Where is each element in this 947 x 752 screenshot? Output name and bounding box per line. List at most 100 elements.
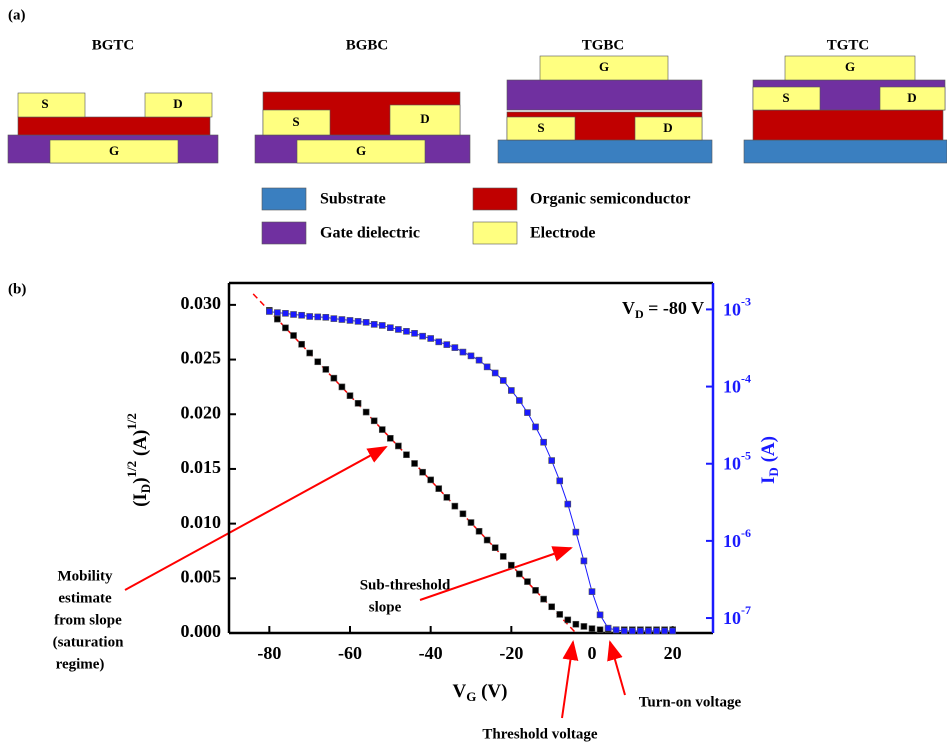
- y-tick-label: 0.000: [181, 621, 222, 641]
- data-point: [500, 377, 506, 383]
- data-point: [315, 359, 321, 365]
- data-point: [444, 494, 450, 500]
- layer-label: D: [173, 96, 182, 111]
- legend-label: Organic semiconductor: [530, 191, 690, 208]
- data-point: [266, 308, 272, 314]
- data-point: [412, 460, 418, 466]
- data-point: [452, 345, 458, 351]
- data-point: [476, 528, 482, 534]
- data-point: [549, 458, 555, 464]
- data-point: [533, 424, 539, 430]
- data-point: [460, 349, 466, 355]
- data-point: [662, 628, 668, 634]
- data-point: [323, 366, 329, 372]
- y2-tick-exponent: -3: [741, 294, 751, 308]
- data-point: [573, 529, 579, 535]
- data-point: [331, 375, 337, 381]
- data-point: [436, 486, 442, 492]
- arrow: [420, 548, 571, 600]
- legend-label: Gate dielectric: [320, 225, 420, 242]
- panel-label: (b): [8, 281, 26, 297]
- data-point: [291, 333, 297, 339]
- data-point: [371, 321, 377, 327]
- y2-tick-label: 10-6: [723, 526, 751, 551]
- data-point: [557, 478, 563, 484]
- data-point: [299, 341, 305, 347]
- data-point: [549, 604, 555, 610]
- data-point: [331, 316, 337, 322]
- data-point: [621, 628, 627, 634]
- data-point: [291, 311, 297, 317]
- structure-tgtc: TGTC G S D: [744, 37, 947, 163]
- data-point: [307, 350, 313, 356]
- data-point: [581, 623, 587, 629]
- annotation: VD = -80 V: [622, 298, 704, 321]
- data-point: [565, 617, 571, 623]
- structure-bgbc: BGBC S D G: [255, 37, 470, 163]
- data-point: [452, 503, 458, 509]
- data-point: [533, 587, 539, 593]
- data-point: [307, 313, 313, 319]
- x-tick-label: 0: [588, 643, 597, 663]
- legend: Substrate Gate dielectric Organic semico…: [262, 188, 690, 244]
- data-point: [541, 439, 547, 445]
- data-point: [541, 596, 547, 602]
- data-point: [637, 628, 643, 634]
- data-point: [403, 452, 409, 458]
- y-tick-label: 0.030: [181, 293, 222, 313]
- data-point: [565, 501, 571, 507]
- data-point: [613, 627, 619, 633]
- data-point: [371, 418, 377, 424]
- data-point: [516, 571, 522, 577]
- structure-title: BGBC: [346, 37, 389, 53]
- data-point: [629, 628, 635, 634]
- structure-bgtc: BGTC S D G: [8, 37, 218, 163]
- data-point: [508, 562, 514, 568]
- y2-tick-base: 10: [723, 531, 741, 551]
- data-point: [363, 409, 369, 415]
- y-tick-label: 0.005: [181, 566, 222, 586]
- data-point: [484, 537, 490, 543]
- data-point: [428, 335, 434, 341]
- data-point: [444, 342, 450, 348]
- data-point: [355, 400, 361, 406]
- structure-title: TGBC: [582, 37, 625, 53]
- data-point: [573, 621, 579, 627]
- layer-label: D: [663, 120, 672, 135]
- data-point: [274, 310, 280, 316]
- layer-label: S: [537, 120, 544, 135]
- y-axis-label: (ID)1/2 (A)1/2: [124, 413, 153, 507]
- data-point: [500, 553, 506, 559]
- y2-tick-base: 10: [723, 300, 741, 320]
- annotation: Turn-on voltage: [639, 694, 742, 710]
- layer-label: G: [845, 59, 855, 74]
- data-point: [363, 319, 369, 325]
- y2-tick-label: 10-4: [723, 371, 751, 396]
- data-point: [387, 435, 393, 441]
- legend-label: Substrate: [320, 191, 386, 208]
- data-point: [468, 520, 474, 526]
- data-point: [476, 357, 482, 363]
- data-point: [420, 469, 426, 475]
- annotation: slope: [369, 599, 402, 615]
- data-point: [428, 477, 434, 483]
- layer-label: S: [41, 96, 48, 111]
- data-point: [524, 410, 530, 416]
- data-point: [379, 427, 385, 433]
- data-point: [492, 545, 498, 551]
- data-point: [387, 325, 393, 331]
- data-point: [339, 384, 345, 390]
- structure-tgbc: TGBC G S D: [498, 37, 712, 163]
- arrow: [562, 642, 573, 718]
- data-point: [597, 627, 603, 633]
- data-point: [403, 328, 409, 334]
- data-point: [670, 628, 676, 634]
- data-point: [379, 322, 385, 328]
- annotation: (saturation: [53, 634, 124, 650]
- data-point: [274, 316, 280, 322]
- data-point: [299, 312, 305, 318]
- data-point: [420, 333, 426, 339]
- data-point: [282, 325, 288, 331]
- y2-tick-label: 10-5: [723, 448, 751, 473]
- data-point: [355, 318, 361, 324]
